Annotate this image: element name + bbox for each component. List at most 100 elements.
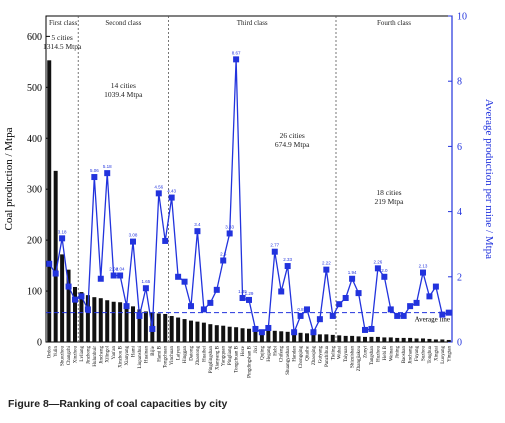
class-summary-count: 26 cities [280,131,305,140]
x-tick-label: Hami B [157,345,162,361]
bar [259,329,264,342]
data-label: 3.33 [225,224,234,229]
x-tick-label: Taiyuan [344,346,349,363]
bar [382,337,387,342]
x-tick-label: Yan'an [112,346,117,360]
bar [388,337,393,342]
x-tick-label: Tongchuan [164,346,169,369]
x-tick-label: Hebi [273,345,278,355]
data-point [239,294,246,301]
y-axis-title: Coal production / Mtpa [3,127,15,230]
data-point [387,306,394,313]
bar [195,321,200,342]
x-tick-label: Zhangjiakou [357,346,362,372]
class-label: Fourth class [377,19,411,27]
x-tick-label: Yingtan [447,346,452,362]
y2-tick-label: 2 [457,272,462,283]
bar [298,332,303,342]
bar [182,319,187,342]
bar [208,324,213,342]
x-tick-label: Jixi [254,345,259,353]
bar [272,330,277,342]
x-tick-label: Lvliang [80,346,85,362]
bar [105,300,110,342]
x-tick-label: Guiyang [318,346,323,364]
data-label: 1.94 [348,270,357,275]
data-point [362,326,368,333]
data-point [110,272,117,279]
data-point [310,329,317,336]
class-summary-count: 5 cities [51,33,73,42]
data-point [84,306,91,313]
data-point [426,293,433,300]
data-point [329,312,336,319]
x-tick-label: Xianyang B [215,345,220,370]
data-label: 2.13 [419,264,428,269]
bar [317,334,322,342]
x-tick-label: Qujing [260,346,265,360]
class-summary-total: 1314.5 Mtpa [43,42,82,51]
data-point [207,299,214,306]
x-tick-label: Luoyang [441,346,446,364]
data-point [445,309,452,316]
y-tick-label: 100 [27,287,42,298]
data-point [117,272,124,279]
data-point [123,303,130,310]
bar [118,302,123,342]
bar [98,298,103,342]
data-label: 2.04 [109,266,118,271]
bar [137,309,142,342]
bar [53,170,58,342]
class-summary-total: 674.9 Mtpa [275,140,310,149]
x-tick-label: Changzhi [67,345,72,365]
data-label: 3.4 [194,222,201,227]
y-tick-label: 500 [27,83,42,94]
x-tick-label: Zunyi [364,345,369,358]
x-tick-label: Hinggan [183,346,188,364]
x-tick-label: Handan [293,346,298,362]
bar [163,313,168,342]
bar [414,338,419,342]
y-tick-label: 200 [27,236,42,247]
data-point [52,270,59,277]
bar [337,335,342,342]
data-point [432,283,439,290]
data-label: 1.35 [238,289,247,294]
x-tick-label: Shizuishan [351,346,356,368]
data-point [265,324,272,331]
x-tick-label: Yinchuan [170,346,175,366]
x-tick-label: Chongqing [299,346,304,369]
bar [169,316,174,342]
data-point [439,311,446,318]
bar [350,335,355,342]
bar [324,334,329,342]
data-label: 2.77 [270,243,279,248]
data-point [284,263,291,270]
data-point [213,286,220,293]
data-point [97,275,104,282]
bar [305,333,309,342]
x-tick-label: Fuyang [415,346,420,362]
data-point [420,269,426,276]
data-point [78,293,85,300]
data-point [368,325,375,332]
y-tick-label: 600 [27,32,42,43]
data-label: 3.08 [129,233,138,238]
bar [131,306,135,342]
bar [440,339,445,342]
bar [60,254,65,342]
class-label: Third class [237,19,268,27]
x-tick-label: Pingdingshan [209,346,214,374]
x-tick-label: Panzhihua [325,345,330,367]
data-point [46,260,53,267]
bar [421,338,425,342]
data-point [297,312,304,319]
data-label: 2.04 [116,266,125,271]
x-tick-label: Jining [396,346,401,359]
x-tick-label: Hulunbuir [93,346,98,367]
x-tick-label: Ordos [48,346,53,358]
x-tick-label: Xingtai [434,345,439,361]
bar [292,332,297,342]
bar [247,328,251,342]
